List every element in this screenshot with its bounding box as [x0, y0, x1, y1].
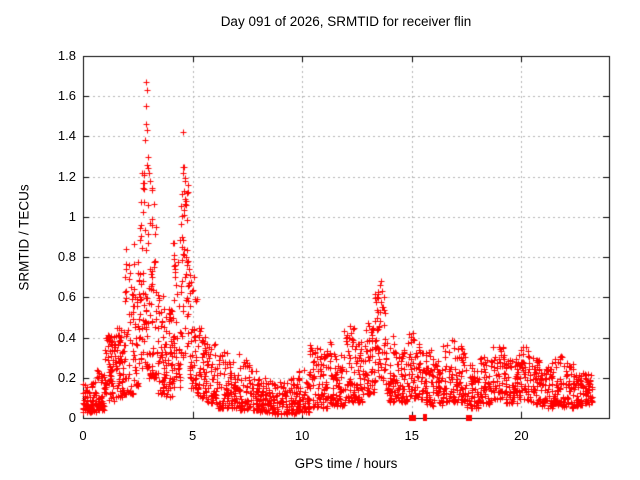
- x-tick-label: 15: [404, 428, 419, 443]
- y-tick-label: 0.8: [57, 249, 76, 265]
- x-tick-label: 10: [294, 428, 310, 443]
- y-tick-label: 1.6: [57, 88, 76, 104]
- x-axis-label: GPS time / hours: [294, 456, 398, 471]
- x-tick-label: 0: [79, 428, 87, 443]
- y-tick-label: 1: [68, 208, 76, 224]
- y-tick-label: 0.4: [57, 329, 76, 345]
- x-tick-label: 5: [188, 428, 197, 443]
- x-tick-label: 20: [514, 428, 529, 443]
- y-tick-label: 1.8: [57, 48, 76, 63]
- y-tick-label: 0.6: [57, 289, 76, 305]
- y-tick-label: 0: [68, 410, 76, 425]
- y-tick-label: 0.2: [57, 369, 76, 385]
- chart-title: Day 091 of 2026, SRMTID for receiver fli…: [220, 14, 472, 29]
- y-tick-label: 1.2: [57, 168, 76, 184]
- y-tick-label: 1.4: [57, 128, 76, 144]
